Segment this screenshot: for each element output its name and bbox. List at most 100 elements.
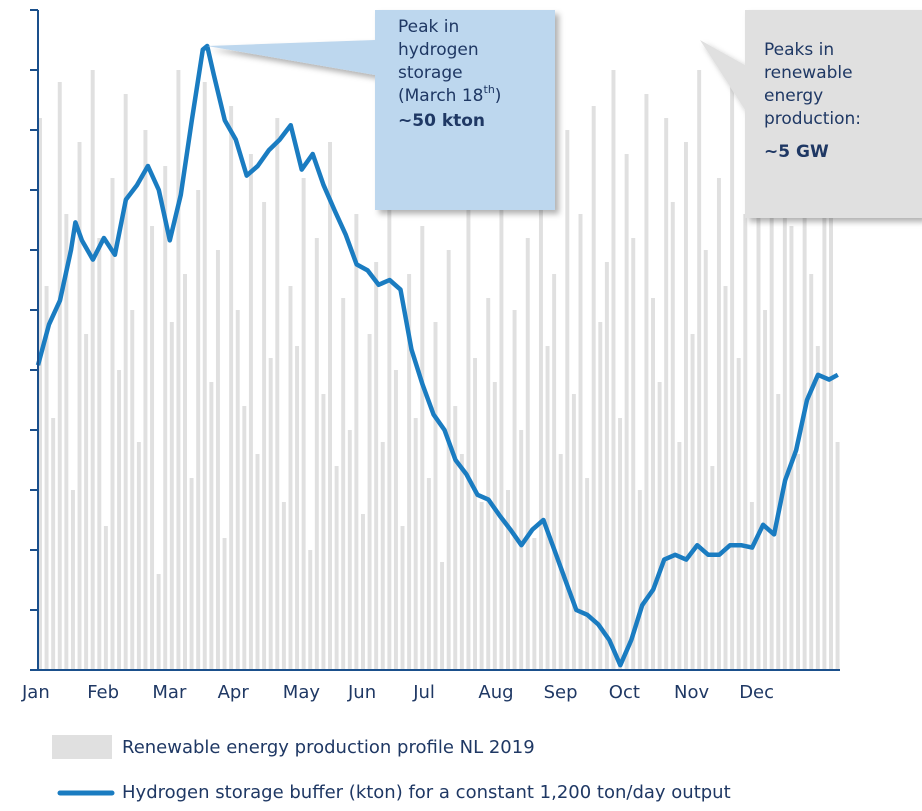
bar: [84, 334, 89, 670]
x-tick-label: Mar: [152, 682, 187, 703]
bar: [295, 346, 300, 670]
bar: [776, 394, 781, 670]
bar: [301, 178, 306, 670]
bar: [380, 442, 385, 670]
bar: [756, 130, 761, 670]
bar: [618, 418, 623, 670]
bar: [571, 394, 576, 670]
bar: [664, 118, 669, 670]
bar: [499, 166, 504, 670]
bar: [492, 382, 497, 670]
bar: [545, 346, 550, 670]
bar: [446, 250, 451, 670]
callout-text-part: ): [495, 86, 502, 106]
bar: [51, 418, 56, 670]
legend-swatch: [52, 735, 112, 759]
bar: [815, 346, 820, 670]
bar: [189, 478, 194, 670]
bar: [644, 94, 649, 670]
bar: [222, 538, 227, 670]
line: [35, 43, 839, 668]
bar: [552, 274, 557, 670]
bar: [459, 454, 464, 670]
bar: [367, 334, 372, 670]
bar: [763, 310, 768, 670]
callout-text-part: (March 18: [398, 86, 484, 106]
bar: [130, 310, 135, 670]
bar: [578, 214, 583, 670]
x-tick-label: Oct: [609, 682, 640, 703]
bar: [242, 406, 247, 670]
bar: [400, 526, 405, 670]
bar: [262, 202, 267, 670]
bar: [690, 334, 695, 670]
bar: [809, 274, 814, 670]
bar: [585, 478, 590, 670]
bar: [730, 82, 735, 670]
x-tick-label: Sep: [544, 682, 578, 703]
bar: [209, 382, 214, 670]
bar: [38, 118, 42, 670]
bar: [631, 238, 636, 670]
callout-box: [207, 10, 556, 210]
bar: [314, 238, 319, 670]
bar: [822, 118, 827, 670]
bar: [176, 70, 181, 670]
bar: [782, 166, 787, 670]
bar: [44, 286, 49, 670]
bar: [334, 466, 339, 670]
bar: [604, 262, 609, 670]
bar: [156, 574, 161, 670]
bar: [433, 322, 438, 670]
bar: [150, 226, 155, 670]
bar: [716, 178, 721, 670]
bar: [426, 478, 431, 670]
bar: [354, 214, 359, 670]
legend-label: Renewable energy production profile NL 2…: [122, 737, 535, 758]
bar: [215, 250, 220, 670]
bar: [328, 142, 332, 670]
bar: [103, 526, 108, 670]
bar: [143, 130, 148, 670]
bar: [440, 562, 445, 670]
callout-text: renewable: [764, 63, 853, 83]
bar: [268, 358, 273, 670]
bar: [749, 502, 754, 670]
callout-text-part: th: [484, 83, 495, 96]
bar: [136, 442, 141, 670]
bar: [387, 190, 392, 670]
callout-text: hydrogen: [398, 40, 479, 60]
bar: [255, 454, 260, 670]
bar: [506, 490, 510, 670]
callout-value: ~5 GW: [764, 142, 829, 162]
callout-text: energy: [764, 86, 823, 106]
bar: [703, 250, 708, 670]
bar: [453, 406, 458, 670]
callout-text: production:: [764, 109, 861, 129]
bar: [360, 514, 365, 670]
bar: [802, 94, 807, 670]
bar: [565, 130, 570, 670]
bar: [796, 454, 801, 670]
bar: [769, 70, 774, 670]
bar: [710, 466, 715, 670]
bar: [683, 142, 688, 670]
x-tick-label: Dec: [739, 682, 774, 703]
bar: [670, 202, 675, 670]
bar: [532, 538, 537, 670]
bar: [651, 298, 655, 670]
bar: [110, 178, 115, 670]
bar: [288, 286, 293, 670]
bar: [519, 430, 524, 670]
bar: [341, 298, 346, 670]
bar: [196, 190, 201, 670]
bar: [591, 106, 596, 670]
bar: [163, 166, 168, 670]
callout-value: ~50 kton: [398, 111, 485, 131]
callout-text: storage: [398, 63, 463, 83]
bar: [723, 286, 728, 670]
bar: [97, 238, 102, 670]
bar: [538, 190, 543, 670]
bar: [525, 238, 530, 670]
bar: [308, 550, 313, 670]
